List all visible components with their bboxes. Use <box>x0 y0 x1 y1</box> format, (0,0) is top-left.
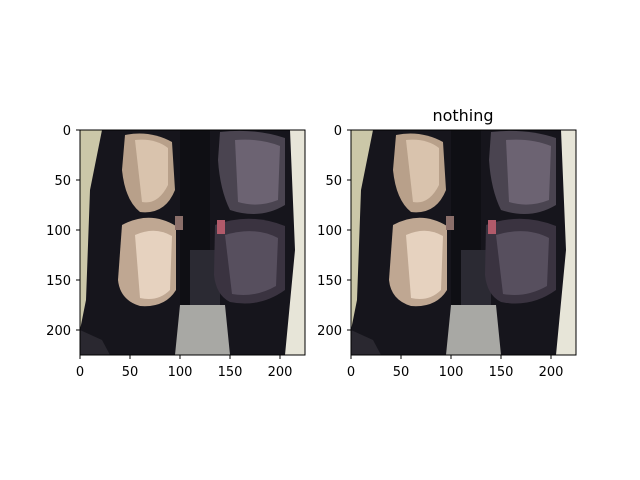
panel-2-title: nothing <box>432 106 493 125</box>
panel-1-y-tick-label: 50 <box>54 174 71 189</box>
panel-2-y-tick-label: 50 <box>325 174 342 189</box>
panel-1-frame <box>79 129 306 356</box>
panel-1-image <box>80 130 305 355</box>
panel-1-y-tick-label: 0 <box>63 124 71 139</box>
panel-1-x-ticks: 0 50 100 150 200 <box>76 355 293 380</box>
panel-1-y-tick-label: 200 <box>46 324 71 339</box>
panel-1-y-tick-label: 100 <box>46 224 71 239</box>
panel-1-x-tick-label: 50 <box>122 365 139 380</box>
panel-2-x-ticks: 0 50 100 150 200 <box>347 355 564 380</box>
panel-2-x-tick-label: 50 <box>393 365 410 380</box>
panel-2-x-tick-label: 200 <box>539 365 564 380</box>
panel-2-y-tick-label: 0 <box>334 124 342 139</box>
panel-1-x-tick-label: 0 <box>76 365 84 380</box>
panel-1-y-ticks: 0 50 100 150 200 <box>46 124 80 339</box>
panel-1-x-tick-label: 100 <box>168 365 193 380</box>
panel-1-x-tick-label: 150 <box>218 365 243 380</box>
panel-2-y-tick-label: 150 <box>317 274 342 289</box>
panel-2-y-ticks: 0 50 100 150 200 <box>317 124 351 339</box>
panel-1: 0 50 100 150 200 0 50 100 150 200 <box>46 124 306 380</box>
panel-1-y-tick-label: 150 <box>46 274 71 289</box>
panel-1-x-tick-label: 200 <box>268 365 293 380</box>
panel-2-y-tick-label: 100 <box>317 224 342 239</box>
panel-2-image <box>351 130 576 355</box>
panel-2: nothing 0 50 100 150 200 0 50 10 <box>317 106 577 380</box>
panel-2-y-tick-label: 200 <box>317 324 342 339</box>
panel-2-frame <box>350 129 577 356</box>
panel-2-x-tick-label: 100 <box>439 365 464 380</box>
panel-2-x-tick-label: 0 <box>347 365 355 380</box>
panel-2-x-tick-label: 150 <box>489 365 514 380</box>
